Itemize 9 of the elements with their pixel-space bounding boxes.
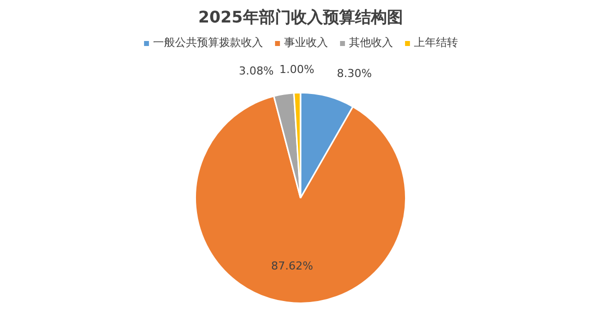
data-label: 8.30% xyxy=(336,67,372,80)
legend-label: 其他收入 xyxy=(349,35,393,50)
data-label: 3.08% xyxy=(238,64,274,78)
data-label: 87.62% xyxy=(271,260,314,273)
legend-label: 上年结转 xyxy=(414,35,458,50)
data-label: 1.00% xyxy=(279,62,314,76)
legend-label: 一般公共预算拨款收入 xyxy=(153,35,263,50)
chart-title: 2025年部门收入预算结构图 xyxy=(198,8,403,26)
legend-label: 事业收入 xyxy=(284,35,328,50)
